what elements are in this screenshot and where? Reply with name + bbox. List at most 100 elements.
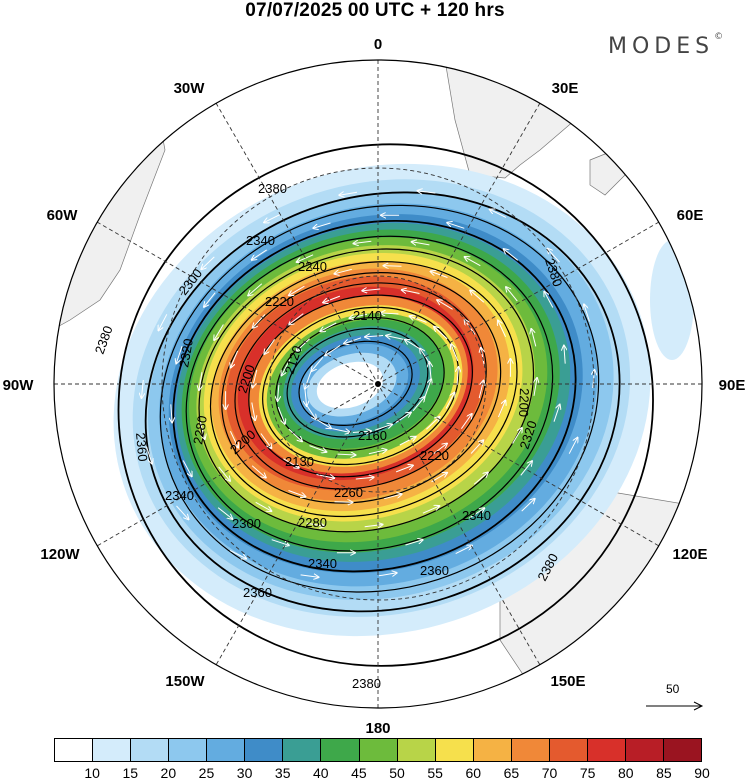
contour-label: 2280 xyxy=(190,414,210,445)
wind-arrow xyxy=(309,445,327,452)
wind-arrow xyxy=(217,507,232,519)
wind-arrow xyxy=(289,285,305,295)
wind-arrow xyxy=(199,421,205,439)
wind-arrow xyxy=(305,371,312,389)
lon-label-120w: 120W xyxy=(40,546,80,563)
wind-arrow xyxy=(564,346,565,364)
wind-arrow xyxy=(568,438,577,454)
colorbar-swatch xyxy=(55,739,94,761)
wind-arrow xyxy=(429,362,431,381)
wind-arrow xyxy=(481,348,484,366)
wind-arrow xyxy=(201,256,215,269)
colorbar-tick-label: 10 xyxy=(84,765,100,781)
wind-arrow xyxy=(418,191,436,193)
colorbar xyxy=(54,738,702,762)
wind-arrow xyxy=(395,413,411,424)
wind-arrow xyxy=(171,404,172,422)
colorbar-swatch xyxy=(321,739,360,761)
wind-arrow xyxy=(300,575,319,577)
wind-arrow xyxy=(264,339,276,354)
colorbar-swatch xyxy=(473,739,512,761)
wind-arrow xyxy=(350,313,368,318)
wind-speed-fill xyxy=(113,163,651,637)
wind-arrow xyxy=(534,378,537,396)
contour-label: 2380 xyxy=(258,181,287,196)
wind-arrow xyxy=(278,382,280,401)
colorbar-tick-label: 15 xyxy=(122,765,139,781)
wind-arrow xyxy=(405,540,423,546)
contour-label: 2220 xyxy=(420,448,449,463)
colorbar-swatch xyxy=(93,739,132,761)
wind-arrow xyxy=(412,397,425,412)
wind-arrow xyxy=(229,430,238,447)
wind-arrow xyxy=(447,223,465,229)
wind-arrow xyxy=(282,359,291,376)
wind-arrow xyxy=(325,344,341,355)
lon-label-150w: 150W xyxy=(165,673,205,690)
wind-arrow xyxy=(159,314,168,330)
contour-label: 2140 xyxy=(353,308,382,323)
wind-arrow xyxy=(323,295,341,303)
lon-label-90e: 90E xyxy=(719,377,746,394)
wind-arrow xyxy=(410,316,427,323)
wind-arrow xyxy=(352,431,371,432)
wind-arrow xyxy=(297,254,314,262)
wind-arrow xyxy=(364,525,383,527)
wind-arrow xyxy=(368,450,387,455)
map-boundary xyxy=(53,59,703,709)
reference-vector: 50 xyxy=(644,682,704,712)
colorbar-swatch xyxy=(435,739,474,761)
wind-arrow xyxy=(253,314,266,328)
wind-arrow xyxy=(512,428,522,444)
wind-arrow xyxy=(451,344,459,362)
wind-arrow xyxy=(229,550,246,559)
wind-arrow xyxy=(339,192,358,195)
contour-label: 2380 xyxy=(352,676,381,691)
contour-label: 2320 xyxy=(176,337,196,368)
wind-arrow xyxy=(422,506,439,514)
wind-arrow xyxy=(399,437,416,446)
colorbar-tick-label: 70 xyxy=(541,765,558,781)
wind-arrow xyxy=(332,428,350,433)
wind-arrow xyxy=(520,461,532,476)
copyright-mark: © xyxy=(714,32,724,42)
wind-arrow xyxy=(470,290,485,303)
wind-arrow xyxy=(253,369,258,388)
colorbar-swatch xyxy=(625,739,664,761)
colorbar-tick-label: 90 xyxy=(694,765,710,781)
wind-arrow xyxy=(548,249,560,263)
wind-arrow xyxy=(374,424,392,431)
wind-arrow xyxy=(260,433,272,449)
colorbar-swatch xyxy=(397,739,436,761)
colorbar-tick-label: 80 xyxy=(617,765,634,781)
colorbar-tick-label: 30 xyxy=(236,765,253,781)
wind-arrow xyxy=(504,249,519,261)
lon-label-60e: 60E xyxy=(677,207,704,224)
colorbar-tick-label: 85 xyxy=(656,765,672,781)
colorbar-swatch xyxy=(549,739,588,761)
wind-arrow xyxy=(465,257,481,267)
contour-label: 2240 xyxy=(298,259,327,274)
wind-arrow xyxy=(214,324,224,341)
wind-arrow xyxy=(255,501,272,511)
wind-arrow xyxy=(426,417,439,430)
colorbar-swatch xyxy=(587,739,626,761)
wind-arrow xyxy=(455,546,472,555)
wind-arrow xyxy=(378,573,397,576)
wind-arrow xyxy=(478,381,483,399)
wind-arrow xyxy=(384,266,402,267)
wind-arrow xyxy=(204,292,216,307)
colorbar-tick-label: 45 xyxy=(351,765,367,781)
lon-label-150e: 150E xyxy=(550,673,585,690)
contour-label: 2130 xyxy=(285,454,314,469)
wind-arrow xyxy=(176,346,183,363)
colorbar-tick-label: 25 xyxy=(198,765,215,781)
lon-label-60w: 60W xyxy=(47,207,79,224)
lon-label-180: 180 xyxy=(365,720,390,737)
wind-arrow xyxy=(584,304,590,322)
wind-arrow xyxy=(251,465,266,478)
wind-arrow xyxy=(424,379,431,397)
wind-arrow xyxy=(283,458,298,468)
contour-label: 2200 xyxy=(516,388,532,417)
